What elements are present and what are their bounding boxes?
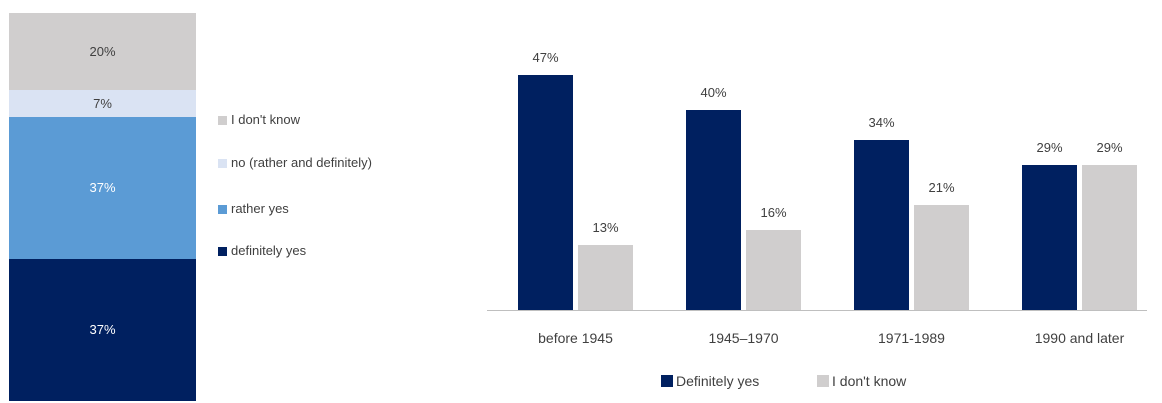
legend-label: Definitely yes	[676, 373, 759, 389]
bar	[1022, 165, 1077, 310]
segment-label: 7%	[93, 95, 112, 111]
data-label: 47%	[532, 50, 558, 65]
data-label: 34%	[868, 115, 894, 130]
segment-label: 37%	[89, 180, 116, 196]
bar	[578, 245, 633, 310]
legend-swatch	[218, 247, 227, 256]
legend-item-dont-know: I don't know	[218, 112, 300, 127]
segment-no: 7%	[9, 89, 196, 117]
legend-swatch	[218, 159, 227, 168]
bar	[854, 140, 909, 310]
segment-dont-know: 20%	[9, 13, 196, 90]
legend-swatch	[817, 375, 829, 387]
x-tick-label: 1990 and later	[1035, 330, 1125, 346]
data-label: 40%	[700, 85, 726, 100]
bar	[746, 230, 801, 310]
x-tick-label: 1945–1970	[708, 330, 778, 346]
data-label: 13%	[592, 220, 618, 235]
segment-definitely-yes: 37%	[9, 258, 196, 401]
stacked-bar: 37% 37% 7% 20%	[9, 13, 196, 401]
data-label: 16%	[760, 205, 786, 220]
legend-label: I don't know	[832, 373, 907, 389]
x-tick-label: 1971-1989	[878, 330, 945, 346]
data-label: 29%	[1096, 140, 1122, 155]
x-tick-label: before 1945	[538, 330, 613, 346]
legend-swatch	[218, 116, 227, 125]
legend-item-definitely-yes: definitely yes	[218, 243, 306, 258]
bar	[686, 110, 741, 310]
legend-label: I don't know	[231, 112, 300, 127]
segment-rather-yes: 37%	[9, 116, 196, 259]
legend-label: rather yes	[231, 201, 289, 216]
segment-label: 37%	[89, 322, 116, 338]
bar	[914, 205, 969, 310]
legend-label: no (rather and definitely)	[231, 155, 372, 170]
legend-label: definitely yes	[231, 243, 307, 258]
bar	[1082, 165, 1137, 310]
segment-label: 20%	[89, 43, 116, 59]
data-label: 29%	[1036, 140, 1062, 155]
data-label: 21%	[928, 180, 954, 195]
legend-swatch	[218, 205, 227, 214]
bar	[518, 75, 573, 310]
legend-swatch	[661, 375, 673, 387]
legend-item-no: no (rather and definitely)	[218, 155, 372, 170]
legend-item-rather-yes: rather yes	[218, 201, 289, 216]
